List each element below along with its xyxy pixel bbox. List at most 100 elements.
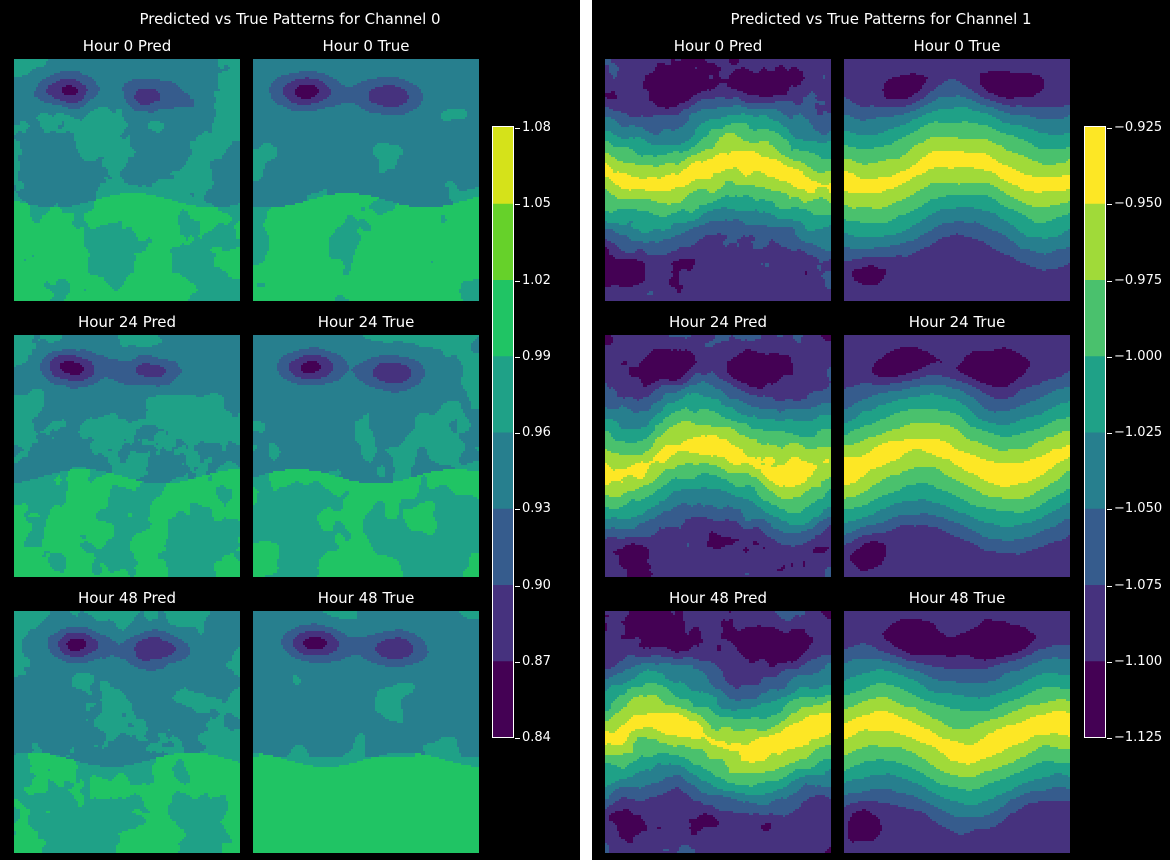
colorbar-band — [1085, 355, 1105, 433]
contour-level-1 — [605, 335, 831, 577]
colorbar-tick-label: −1.000 — [1106, 349, 1163, 364]
contour-level-3 — [14, 611, 240, 767]
contour-level-5 — [844, 121, 1070, 223]
colorbar-tick-label: 0.84 — [515, 730, 551, 745]
contour-level-0 — [60, 361, 84, 375]
colorbar-band — [1085, 127, 1105, 204]
contour-level-0 — [303, 637, 327, 649]
contour-level-1 — [58, 633, 176, 661]
panel-title: Hour 0 True — [913, 37, 1001, 55]
contour-level-1 — [50, 355, 166, 381]
panel-title: Hour 24 True — [317, 313, 415, 331]
colorbar-tick-label: −1.100 — [1106, 654, 1163, 669]
contour-level-7 — [844, 151, 1070, 193]
contour-level-0 — [850, 347, 1030, 571]
contour-level-4 — [14, 59, 240, 301]
contour-level-1 — [46, 79, 160, 105]
colorbar-tick-label: 0.96 — [515, 425, 551, 440]
contour-level-1 — [283, 77, 409, 107]
colorbar-tick-label: −0.975 — [1106, 273, 1163, 288]
colorbar-band — [493, 279, 513, 357]
figure-title-channel-0: Predicted vs True Patterns for Channel 0 — [139, 10, 441, 28]
contour-level-4 — [844, 107, 1070, 239]
colorbar-band — [493, 432, 513, 509]
contour-level-0 — [66, 639, 86, 651]
heatmap-hour-48-pred — [605, 611, 831, 853]
colorbar-band — [1085, 279, 1105, 357]
figure-channel-0: Predicted vs True Patterns for Channel 0… — [0, 0, 580, 860]
colorbar-tick-label: 1.08 — [515, 120, 551, 135]
contour-level-2 — [40, 349, 182, 389]
contour-level-5 — [844, 683, 1070, 791]
heatmap-hour-48-true — [253, 611, 479, 853]
panel-title: Hour 24 Pred — [77, 313, 177, 331]
heatmap-hour-0-true — [253, 59, 479, 301]
contour-level-2 — [844, 79, 1070, 271]
contour-level-5 — [14, 469, 240, 577]
contour-level-5 — [605, 407, 831, 513]
contour-level-7 — [605, 151, 831, 193]
contour-level-4 — [844, 393, 1070, 527]
colorbar-band — [1085, 584, 1105, 662]
contour-level-1 — [844, 59, 1070, 301]
contour-level-2 — [844, 371, 1070, 555]
panel-title: Hour 48 Pred — [77, 589, 177, 607]
colorbar-band — [493, 508, 513, 585]
panel-title: Hour 48 True — [317, 589, 415, 607]
heatmap-hour-0-true — [844, 59, 1070, 301]
contour-level-7 — [844, 711, 1070, 765]
colorbar-tick-label: −0.925 — [1106, 120, 1163, 135]
figure-title-channel-1: Predicted vs True Patterns for Channel 1 — [730, 10, 1032, 28]
colorbar-tick-label: 0.99 — [515, 349, 551, 364]
colorbar-tick-label: −1.125 — [1106, 730, 1163, 745]
contour-level-5 — [253, 753, 479, 853]
contour-level-3 — [253, 611, 479, 757]
colorbar-tick-label: −1.075 — [1106, 578, 1163, 593]
colorbar-band — [1085, 508, 1105, 585]
contour-level-0 — [605, 59, 807, 293]
heatmap-hour-48-true — [844, 611, 1070, 853]
contour-level-0 — [62, 85, 78, 95]
figure-channel-1: Predicted vs True Patterns for Channel 1… — [592, 0, 1170, 860]
colorbar-tick-label: 0.87 — [515, 654, 551, 669]
colorbar-band — [1085, 203, 1105, 280]
colorbar-tick-label: 1.05 — [515, 196, 551, 211]
contour-level-3 — [605, 105, 831, 251]
contour-level-6 — [844, 137, 1070, 209]
contour-level-1 — [293, 631, 413, 659]
contour-level-6 — [605, 133, 831, 205]
contour-level-5 — [605, 123, 831, 217]
contour-level-2 — [281, 623, 429, 667]
contour-level-0 — [852, 71, 1044, 285]
contour-level-5 — [253, 193, 479, 301]
heatmap-hour-24-pred — [14, 335, 240, 577]
contour-level-1 — [605, 611, 831, 853]
panel-title: Hour 0 Pred — [673, 37, 763, 55]
panel-title: Hour 0 True — [322, 37, 410, 55]
contour-level-2 — [605, 611, 831, 853]
contour-level-0 — [295, 85, 319, 99]
contour-level-1 — [844, 611, 1070, 853]
heatmap-hour-48-pred — [14, 611, 240, 853]
contour-level-4 — [253, 611, 479, 767]
heatmap-hour-24-true — [253, 335, 479, 577]
contour-level-3 — [14, 59, 240, 207]
contour-level-5 — [14, 193, 240, 301]
contour-level-6 — [605, 421, 831, 499]
colorbar-band — [493, 355, 513, 433]
contour-level-6 — [605, 695, 831, 773]
contour-level-5 — [14, 753, 240, 853]
contour-level-7 — [844, 439, 1070, 487]
contour-level-2 — [48, 627, 190, 671]
contour-level-1 — [289, 355, 411, 383]
colorbar-band — [493, 203, 513, 280]
contour-level-4 — [605, 669, 831, 795]
contour-level-5 — [844, 409, 1070, 513]
contour-level-0 — [605, 611, 831, 853]
colorbar-band — [493, 584, 513, 662]
colorbar-tick-label: −1.025 — [1106, 425, 1163, 440]
contour-level-2 — [34, 71, 194, 113]
contour-level-2 — [605, 59, 831, 295]
contour-level-3 — [605, 663, 831, 805]
contour-level-3 — [844, 385, 1070, 541]
